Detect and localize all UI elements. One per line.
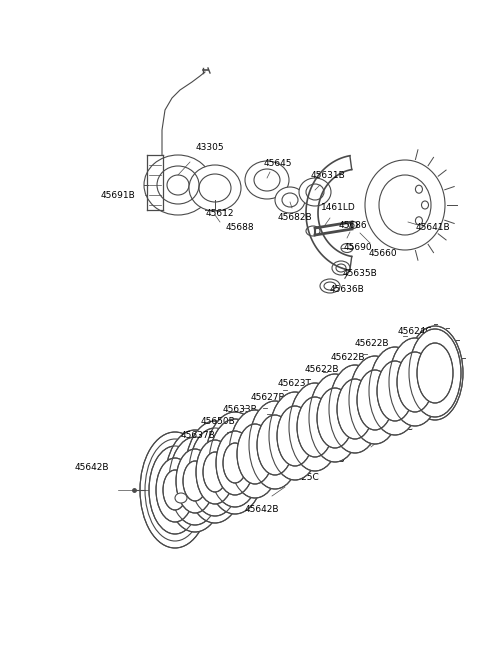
- Ellipse shape: [365, 160, 445, 250]
- Ellipse shape: [407, 326, 463, 420]
- Text: 45660: 45660: [369, 248, 397, 257]
- Ellipse shape: [144, 155, 212, 215]
- Ellipse shape: [349, 356, 401, 444]
- Text: 45688: 45688: [226, 223, 254, 233]
- Ellipse shape: [249, 401, 301, 489]
- Ellipse shape: [140, 432, 210, 548]
- Ellipse shape: [203, 452, 227, 492]
- Text: 45621C: 45621C: [415, 390, 449, 398]
- Ellipse shape: [337, 379, 373, 439]
- Text: 45691B: 45691B: [101, 191, 135, 200]
- Ellipse shape: [165, 430, 225, 532]
- Text: 45642B: 45642B: [75, 464, 109, 472]
- Ellipse shape: [257, 415, 293, 475]
- Ellipse shape: [169, 437, 221, 525]
- Text: 45686: 45686: [339, 221, 367, 229]
- Ellipse shape: [196, 440, 234, 504]
- Text: 45621C: 45621C: [401, 405, 435, 415]
- Ellipse shape: [317, 388, 353, 448]
- Ellipse shape: [397, 352, 433, 412]
- Ellipse shape: [415, 217, 422, 225]
- Text: 45625C: 45625C: [285, 472, 319, 481]
- Text: 45621C: 45621C: [425, 373, 459, 383]
- Ellipse shape: [216, 431, 254, 495]
- Text: 45622B: 45622B: [331, 352, 365, 362]
- Ellipse shape: [237, 424, 273, 484]
- Ellipse shape: [269, 392, 321, 480]
- Text: 45627B: 45627B: [251, 392, 285, 402]
- Text: 45636B: 45636B: [330, 286, 364, 295]
- Text: 45626B: 45626B: [338, 438, 372, 447]
- Text: 1461LD: 1461LD: [321, 204, 355, 212]
- Ellipse shape: [185, 421, 245, 523]
- Ellipse shape: [209, 419, 261, 507]
- Ellipse shape: [205, 412, 265, 514]
- Ellipse shape: [277, 406, 313, 466]
- Text: 45623T: 45623T: [278, 379, 312, 388]
- Ellipse shape: [320, 279, 340, 293]
- Text: 45633B: 45633B: [223, 405, 257, 415]
- Ellipse shape: [357, 370, 393, 430]
- Text: 43305: 43305: [196, 143, 224, 153]
- Text: 45622B: 45622B: [355, 339, 389, 348]
- Ellipse shape: [156, 458, 194, 522]
- Text: 45612: 45612: [206, 208, 234, 217]
- Ellipse shape: [145, 439, 205, 541]
- Text: 45631B: 45631B: [311, 170, 346, 179]
- Ellipse shape: [329, 365, 381, 453]
- Ellipse shape: [309, 374, 361, 462]
- Ellipse shape: [379, 175, 431, 235]
- Ellipse shape: [299, 178, 331, 206]
- Ellipse shape: [183, 461, 207, 501]
- Ellipse shape: [297, 397, 333, 457]
- Ellipse shape: [409, 329, 461, 417]
- Ellipse shape: [289, 383, 341, 471]
- Ellipse shape: [189, 428, 241, 516]
- Text: 45642B: 45642B: [245, 506, 279, 514]
- Ellipse shape: [369, 347, 421, 435]
- Text: 45645: 45645: [264, 159, 292, 168]
- Text: 45641B: 45641B: [416, 223, 450, 231]
- Text: 45690: 45690: [344, 242, 372, 252]
- Ellipse shape: [245, 161, 289, 199]
- Text: 45637B: 45637B: [180, 430, 216, 440]
- Text: 45635B: 45635B: [343, 269, 377, 278]
- Ellipse shape: [176, 449, 214, 513]
- Ellipse shape: [332, 261, 350, 275]
- Text: 45650B: 45650B: [201, 417, 235, 426]
- Text: 45632B: 45632B: [311, 455, 345, 464]
- Ellipse shape: [348, 221, 358, 229]
- Ellipse shape: [167, 175, 189, 195]
- Text: 45622B: 45622B: [305, 365, 339, 375]
- Ellipse shape: [341, 244, 353, 252]
- Ellipse shape: [223, 443, 247, 483]
- Ellipse shape: [163, 470, 187, 510]
- Ellipse shape: [229, 410, 281, 498]
- Ellipse shape: [275, 187, 305, 213]
- Ellipse shape: [377, 361, 413, 421]
- Ellipse shape: [189, 165, 241, 211]
- Ellipse shape: [417, 343, 453, 403]
- Text: 45624C: 45624C: [398, 328, 432, 337]
- Ellipse shape: [421, 201, 429, 209]
- Text: 45621C: 45621C: [379, 424, 413, 432]
- Ellipse shape: [389, 338, 441, 426]
- Ellipse shape: [149, 446, 201, 534]
- Text: 45682B: 45682B: [278, 214, 312, 223]
- Ellipse shape: [175, 493, 187, 503]
- Ellipse shape: [306, 226, 320, 236]
- Ellipse shape: [415, 185, 422, 193]
